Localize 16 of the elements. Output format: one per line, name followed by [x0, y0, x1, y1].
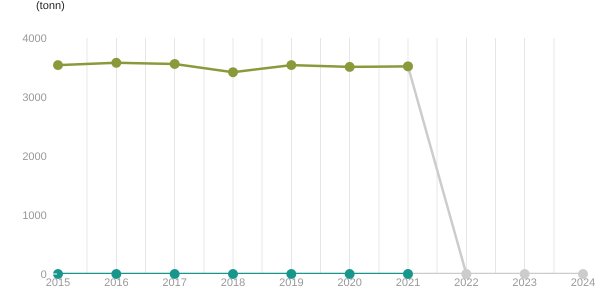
x-tick-label: 2019 — [279, 277, 304, 289]
x-tick-label: 2020 — [337, 277, 362, 289]
x-tick-label: 2015 — [46, 277, 70, 289]
y-tick-label: 4000 — [22, 32, 47, 45]
x-tick-label: 2021 — [396, 277, 420, 289]
y-axis-title: (tonn) — [36, 0, 65, 12]
x-tick-label: 2024 — [570, 277, 596, 289]
y-tick-label: 1000 — [22, 210, 47, 222]
x-tick-label: 2023 — [512, 277, 537, 289]
x-tick-label: 2022 — [454, 277, 479, 289]
y-tick-label: 0 — [40, 268, 47, 281]
x-tick-label: 2017 — [162, 277, 187, 289]
y-tick-label: 3000 — [22, 92, 47, 104]
y-tick-label: 2000 — [22, 150, 47, 163]
x-tick-label: 2018 — [220, 277, 246, 289]
x-tick-label: 2016 — [104, 277, 129, 289]
